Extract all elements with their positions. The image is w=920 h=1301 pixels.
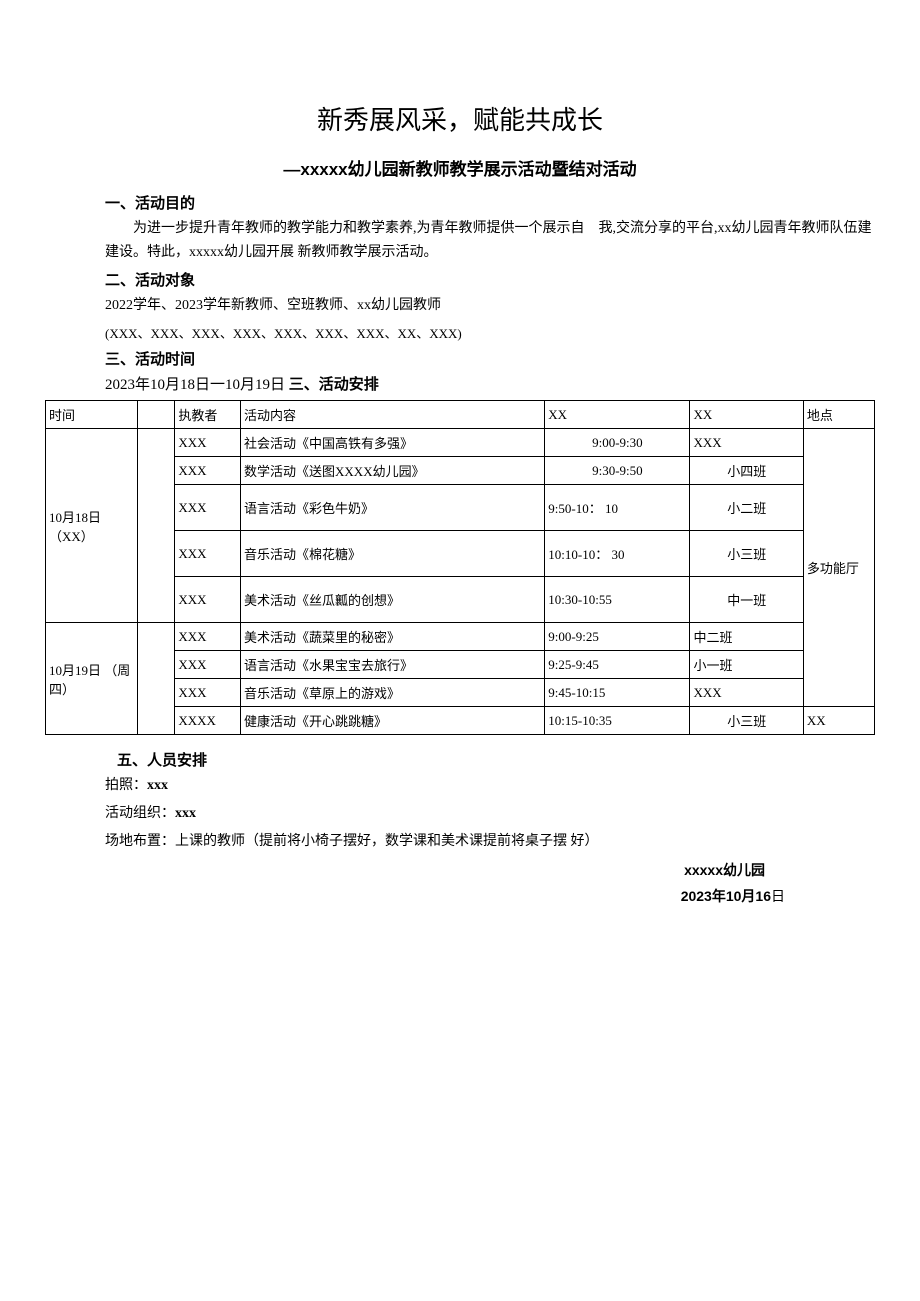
table-cell: 中一班 <box>690 577 803 623</box>
table-cell <box>138 623 175 735</box>
organize-value: xxx <box>175 806 196 821</box>
schedule-table: 时间 执教者 活动内容 XX XX 地点 10月18日 （XX）XXX社会活动《… <box>45 400 875 735</box>
table-cell: 小三班 <box>690 531 803 577</box>
staff-organize: 活动组织：xxx <box>105 802 875 826</box>
table-cell: 音乐活动《棉花糖》 <box>241 531 545 577</box>
th-location: 地点 <box>803 401 874 429</box>
photo-label: 拍照： <box>105 778 147 793</box>
table-cell: 9:30-9:50 <box>545 457 690 485</box>
th-xx1: XX <box>545 401 690 429</box>
th-activity: 活动内容 <box>241 401 545 429</box>
table-cell: 语言活动《水果宝宝去旅行》 <box>241 651 545 679</box>
table-cell <box>138 429 175 623</box>
table-cell: XXX <box>175 651 241 679</box>
section-3-line: 2023年10月18日一10月19日 三、活动安排 <box>105 373 875 394</box>
signature-date: 2023年10月16日 <box>45 884 785 910</box>
table-cell: XXX <box>175 485 241 531</box>
table-row: 10月18日 （XX）XXX社会活动《中国高铁有多强》9:00-9:30XXX多… <box>46 429 875 457</box>
location-cell: 多功能厅 <box>803 429 874 707</box>
date-cell: 10月19日 （周 四） <box>46 623 138 735</box>
document-title: 新秀展风采，赋能共成长 <box>45 100 875 137</box>
section-2-line1: 2022学年、2023学年新教师、空班教师、xx幼儿园教师 <box>105 294 875 318</box>
staff-venue: 场地布置：上课的教师（提前将小椅子摆好，数学课和美术课提前将桌子摆 好） <box>105 830 875 854</box>
table-cell: XXX <box>175 577 241 623</box>
section-2-heading: 二、活动对象 <box>105 269 875 290</box>
table-cell: 小二班 <box>690 485 803 531</box>
th-time: 时间 <box>46 401 138 429</box>
table-cell: XXX <box>690 679 803 707</box>
table-cell: 9:50-10： 10 <box>545 485 690 531</box>
section-2-names: (XXX、XXX、XXX、XXX、XXX、XXX、XXX、XX、XXX) <box>105 323 875 342</box>
location-cell: XX <box>803 707 874 735</box>
table-cell: 10:30-10:55 <box>545 577 690 623</box>
section-1-para: 为进一步提升青年教师的教学能力和教学素养,为青年教师提供一个展示自 我,交流分享… <box>105 217 875 265</box>
section-1-heading: 一、活动目的 <box>105 192 875 213</box>
table-cell: 小三班 <box>690 707 803 735</box>
staff-photo: 拍照：xxx <box>105 774 875 798</box>
document-subtitle: —xxxxx幼儿园新教师教学展示活动暨结对活动 <box>45 155 875 180</box>
photo-value: xxx <box>147 778 168 793</box>
table-cell: 9:00-9:30 <box>545 429 690 457</box>
table-row: 10月19日 （周 四）XXX美术活动《蔬菜里的秘密》9:00-9:25中二班 <box>46 623 875 651</box>
table-cell: 小四班 <box>690 457 803 485</box>
table-cell: 社会活动《中国高铁有多强》 <box>241 429 545 457</box>
organize-label: 活动组织： <box>105 806 175 821</box>
table-cell: 美术活动《丝瓜瓤的创想》 <box>241 577 545 623</box>
table-cell: XXX <box>175 623 241 651</box>
table-cell: XXX <box>175 679 241 707</box>
table-cell: 美术活动《蔬菜里的秘密》 <box>241 623 545 651</box>
table-cell: 中二班 <box>690 623 803 651</box>
table-cell: XXXX <box>175 707 241 735</box>
table-cell: XXX <box>690 429 803 457</box>
table-cell: 9:00-9:25 <box>545 623 690 651</box>
table-cell: 9:45-10:15 <box>545 679 690 707</box>
section-4-heading-inline: 三、活动安排 <box>289 376 379 393</box>
table-cell: XXX <box>175 457 241 485</box>
table-cell: 健康活动《开心跳跳糖》 <box>241 707 545 735</box>
date-cell: 10月18日 （XX） <box>46 429 138 623</box>
table-header-row: 时间 执教者 活动内容 XX XX 地点 <box>46 401 875 429</box>
th-xx2: XX <box>690 401 803 429</box>
table-cell: 数学活动《送图XXXX幼儿园》 <box>241 457 545 485</box>
table-cell: 音乐活动《草原上的游戏》 <box>241 679 545 707</box>
table-cell: 语言活动《彩色牛奶》 <box>241 485 545 531</box>
table-cell: XXX <box>175 429 241 457</box>
signature-org: xxxxx幼儿园 <box>45 858 765 884</box>
table-cell: 10:15-10:35 <box>545 707 690 735</box>
th-teacher: 执教者 <box>175 401 241 429</box>
section-5-heading: 五、人员安排 <box>117 749 875 770</box>
section-3-heading: 三、活动时间 <box>105 348 875 369</box>
table-cell: 10:10-10： 30 <box>545 531 690 577</box>
table-cell: 小一班 <box>690 651 803 679</box>
table-cell: XXX <box>175 531 241 577</box>
th-gap <box>138 401 175 429</box>
table-cell: 9:25-9:45 <box>545 651 690 679</box>
date-range: 2023年10月18日一10月19日 <box>105 377 289 393</box>
